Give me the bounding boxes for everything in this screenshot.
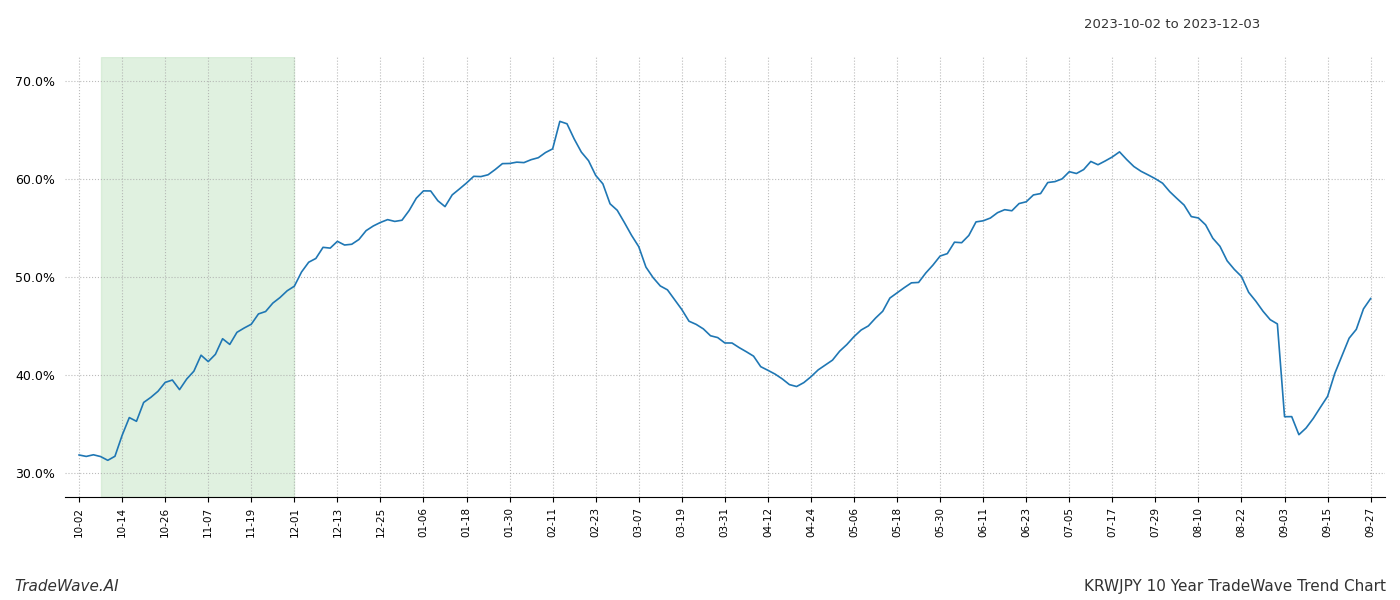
Text: 2023-10-02 to 2023-12-03: 2023-10-02 to 2023-12-03 xyxy=(1084,18,1260,31)
Bar xyxy=(101,57,294,497)
Text: KRWJPY 10 Year TradeWave Trend Chart: KRWJPY 10 Year TradeWave Trend Chart xyxy=(1084,579,1386,594)
Text: TradeWave.AI: TradeWave.AI xyxy=(14,579,119,594)
